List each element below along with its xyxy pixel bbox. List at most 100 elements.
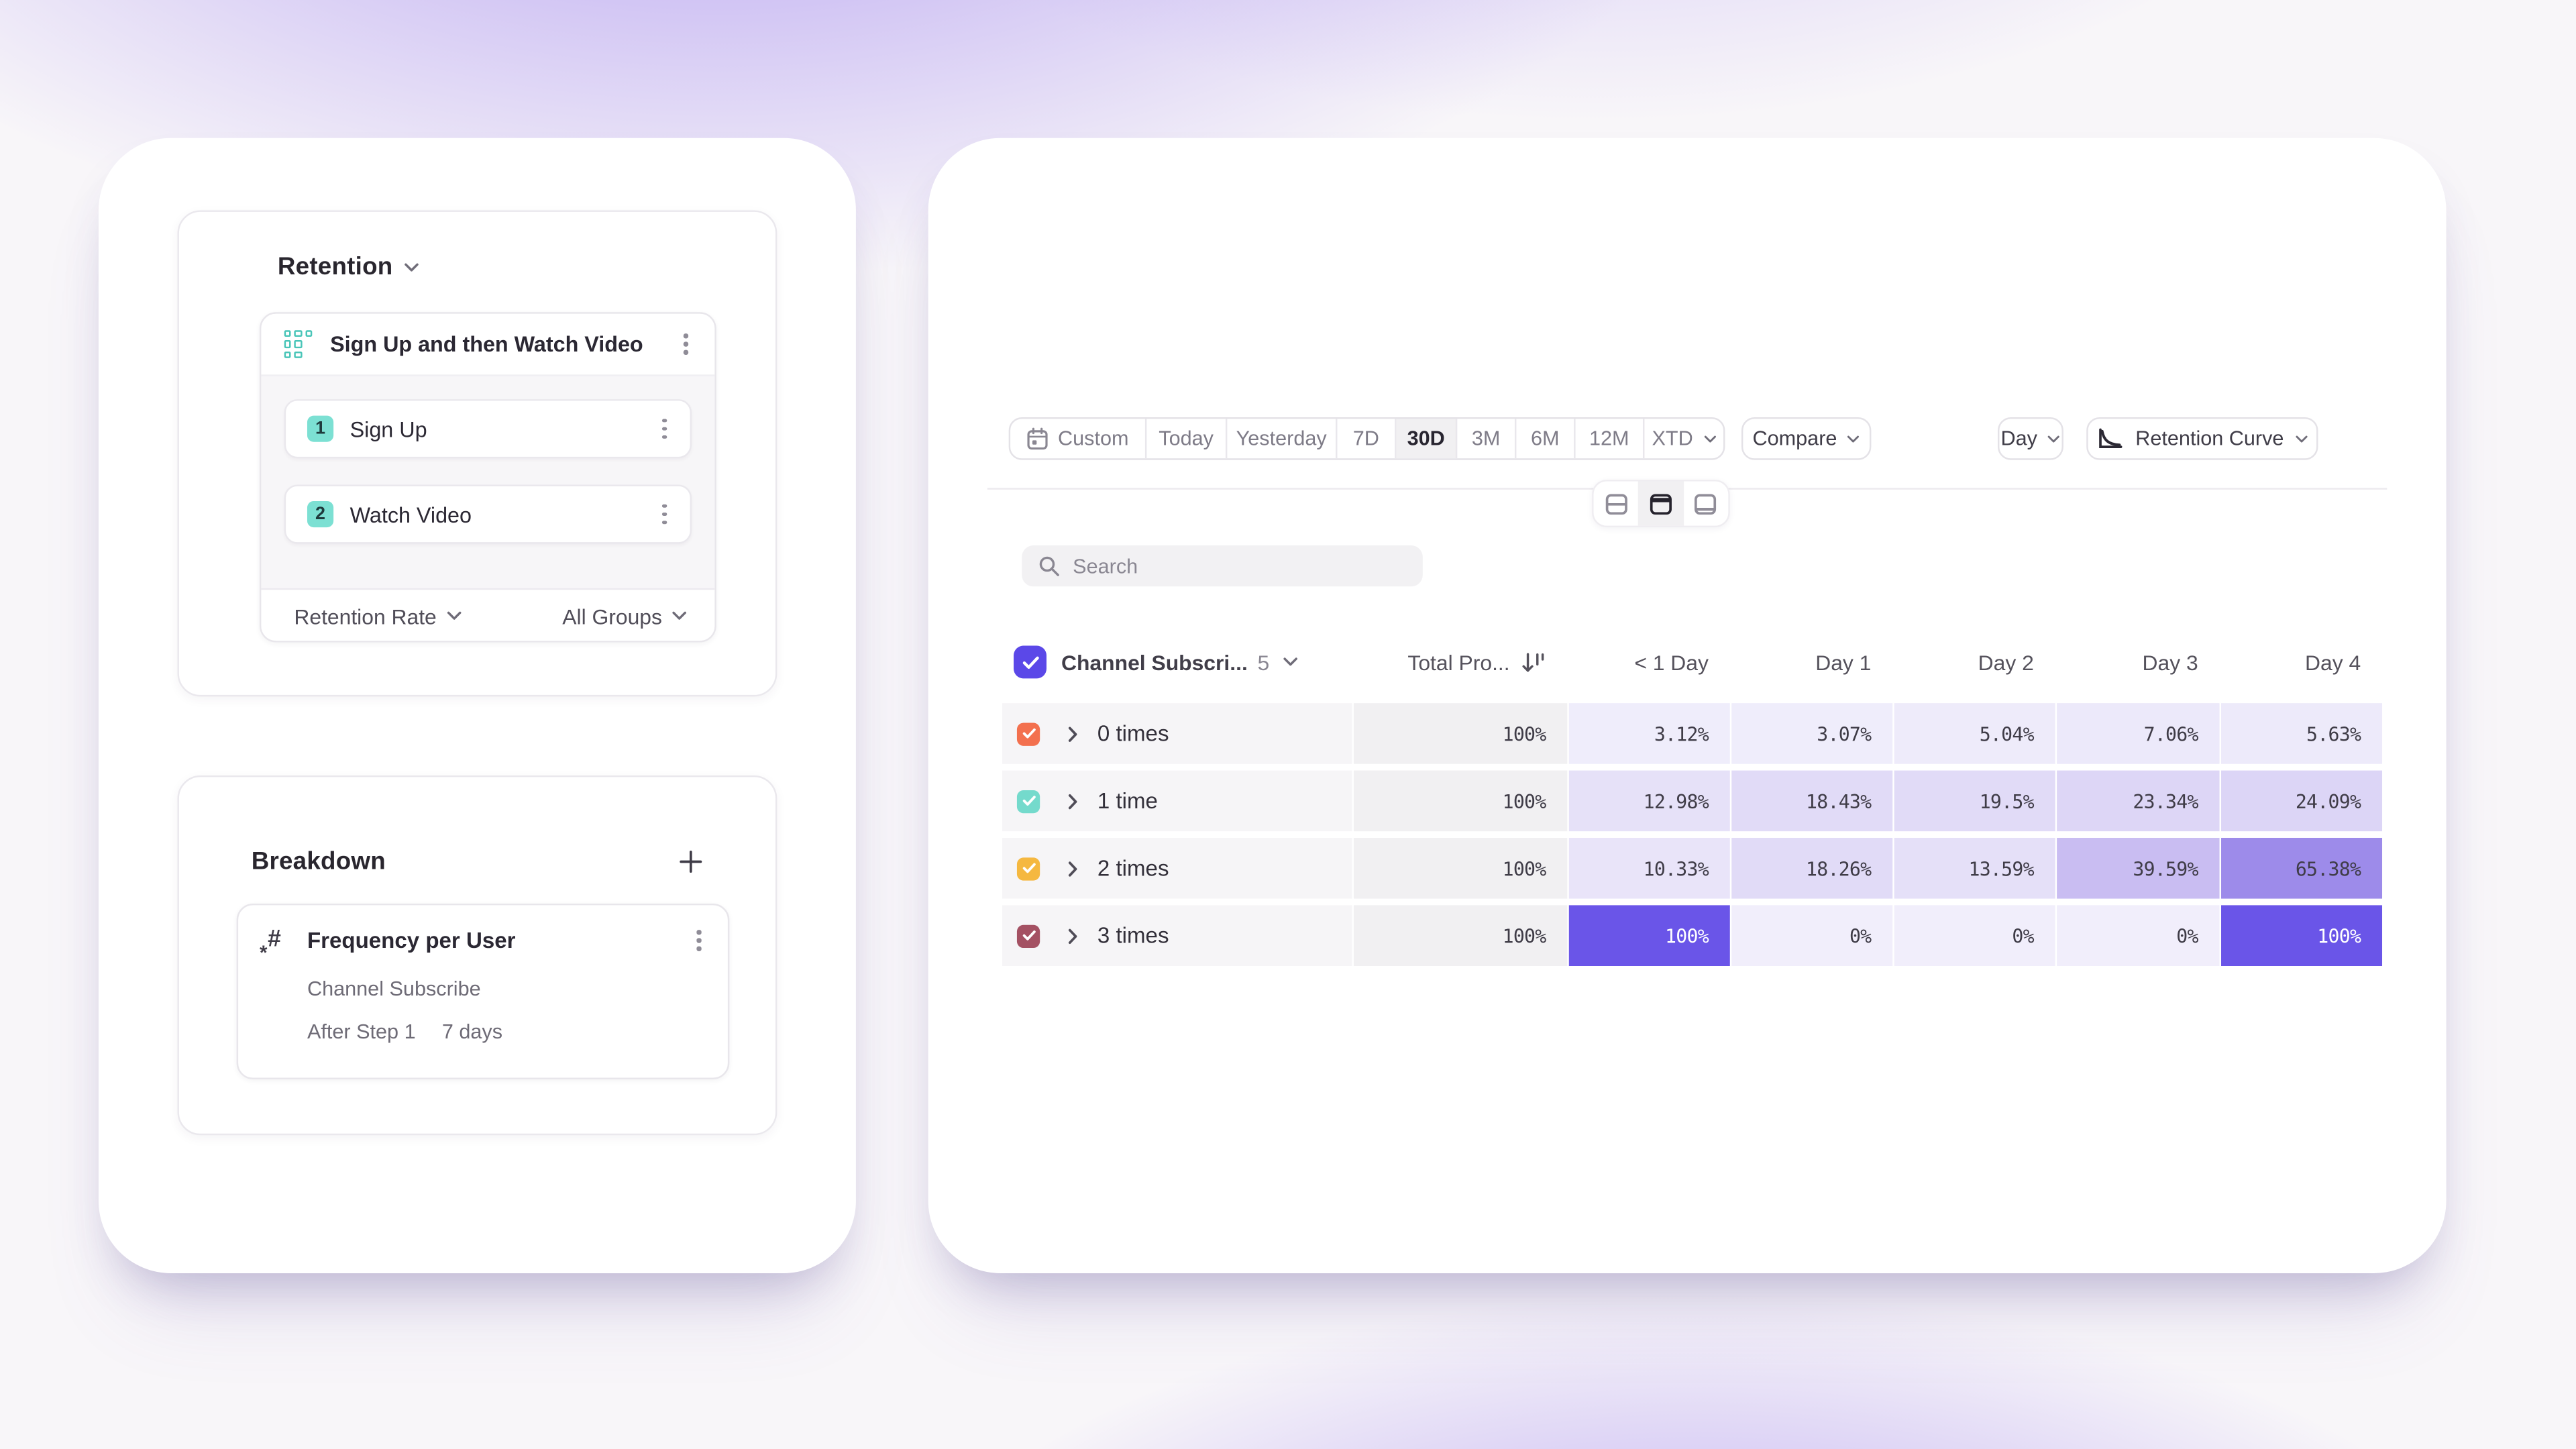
layout-toggle-group <box>1592 480 1730 528</box>
chevron-down-icon <box>405 262 419 272</box>
expand-row-icon[interactable] <box>1068 725 1078 741</box>
query-title: Sign Up and then Watch Video <box>330 331 643 357</box>
date-range-selector: Custom Today Yesterday 7D 30D 3M 6M 12M … <box>1008 417 1725 460</box>
expand-row-icon[interactable] <box>1068 793 1078 809</box>
table-body: 0 times 100% 3.12% 3.07% 5.04% 7.06% 5.6… <box>1002 703 2383 969</box>
date-range-6m[interactable]: 6M <box>1516 419 1576 459</box>
chevron-down-icon[interactable] <box>1283 657 1297 667</box>
table-row-label[interactable]: 1 time <box>1002 770 1352 832</box>
column-header-day2[interactable]: Day 2 <box>1978 649 2034 675</box>
date-range-today[interactable]: Today <box>1146 419 1228 459</box>
groups-dropdown[interactable]: All Groups <box>562 604 686 629</box>
select-all-checkbox[interactable] <box>1014 645 1047 679</box>
table-row-label[interactable]: 0 times <box>1002 703 1352 764</box>
step-label: Watch Video <box>350 502 472 527</box>
query-builder-card: Retention Sign Up and then Watch Video 1 <box>98 138 856 1273</box>
table-header-row: Channel Subscri... 5 Total Pro... < 1 Da… <box>1002 637 2382 686</box>
chart-type-dropdown[interactable]: Retention Curve <box>2086 417 2318 460</box>
chevron-down-icon <box>2296 435 2309 443</box>
report-type-selector[interactable]: Retention <box>278 253 419 281</box>
table-cell: 100% <box>1568 905 1730 967</box>
table-cell: 0% <box>1894 905 2055 967</box>
layout-chart-view-icon[interactable] <box>1683 482 1728 526</box>
more-options-icon[interactable] <box>656 497 674 531</box>
search-icon <box>1038 555 1060 577</box>
calendar-icon <box>1026 427 1048 450</box>
add-breakdown-button[interactable] <box>676 846 705 875</box>
more-options-icon[interactable] <box>678 327 695 361</box>
date-range-xtd[interactable]: XTD <box>1644 419 1723 458</box>
table-cell: 10.33% <box>1568 837 1730 899</box>
step-number-badge: 2 <box>307 500 334 528</box>
date-range-12m[interactable]: 12M <box>1576 419 1645 459</box>
chevron-down-icon <box>1703 435 1716 443</box>
table-cell: 12.98% <box>1568 770 1730 832</box>
numeric-property-icon: # * <box>259 926 281 965</box>
date-range-custom[interactable]: Custom <box>1010 419 1147 459</box>
retention-grid-icon <box>284 330 313 358</box>
column-header-day4[interactable]: Day 4 <box>2304 649 2361 675</box>
row-checkbox[interactable] <box>1016 924 1040 947</box>
step-number-badge: 1 <box>307 415 334 442</box>
more-options-icon[interactable] <box>656 412 674 445</box>
column-header-total[interactable]: Total Pro... <box>1354 650 1567 674</box>
search-input[interactable] <box>1073 554 1407 578</box>
expand-row-icon[interactable] <box>1068 860 1078 876</box>
table-cell: 5.04% <box>1894 703 2055 764</box>
group-column-header[interactable]: Channel Subscri... 5 <box>1002 645 1352 679</box>
retention-curve-icon <box>2096 427 2124 450</box>
table-cell: 0% <box>2057 905 2220 967</box>
table-cell: 23.34% <box>2057 770 2220 832</box>
report-view-card: Custom Today Yesterday 7D 30D 3M 6M 12M … <box>928 138 2447 1273</box>
sort-descending-icon[interactable] <box>1521 651 1546 673</box>
breakdown-item-title: Frequency per User <box>307 928 516 953</box>
report-type-label: Retention <box>277 253 393 281</box>
expand-row-icon[interactable] <box>1068 927 1078 943</box>
layout-table-view-icon[interactable] <box>1638 481 1684 526</box>
date-range-7d[interactable]: 7D <box>1337 419 1397 459</box>
table-cell: 13.59% <box>1894 837 2055 899</box>
after-step-label[interactable]: After Step 1 <box>307 1019 416 1043</box>
chevron-down-icon <box>2047 435 2061 443</box>
table-cell: 3.07% <box>1731 703 1893 764</box>
step-label: Sign Up <box>350 416 427 441</box>
more-options-icon[interactable] <box>691 923 708 957</box>
chevron-down-icon <box>672 611 687 621</box>
breakdown-item-card[interactable]: # * Frequency per User Channel Subscribe … <box>236 903 730 1079</box>
window-label[interactable]: 7 days <box>441 1019 503 1043</box>
granularity-dropdown[interactable]: Day <box>1997 417 2063 460</box>
table-row-label[interactable]: 3 times <box>1002 905 1352 967</box>
table-row-label[interactable]: 2 times <box>1002 837 1352 899</box>
row-checkbox[interactable] <box>1016 789 1040 813</box>
measure-dropdown[interactable]: Retention Rate <box>294 604 461 629</box>
layout-split-view-icon[interactable] <box>1594 482 1639 526</box>
date-range-3m[interactable]: 3M <box>1457 419 1517 459</box>
retention-panel: Retention Sign Up and then Watch Video 1 <box>177 210 777 697</box>
query-steps: 1 Sign Up 2 Watch Video <box>261 374 715 588</box>
table-cell: 7.06% <box>2057 703 2220 764</box>
compare-dropdown[interactable]: Compare <box>1741 417 1872 460</box>
step-row-2[interactable]: 2 Watch Video <box>284 484 692 544</box>
step-row-1[interactable]: 1 Sign Up <box>284 399 692 459</box>
retention-table: Channel Subscri... 5 Total Pro... < 1 Da… <box>1002 637 2383 969</box>
breakdown-header: Breakdown <box>252 848 386 876</box>
column-header-day1[interactable]: Day 1 <box>1815 649 1872 675</box>
date-range-30d-selected[interactable]: 30D <box>1396 419 1458 459</box>
table-cell: 19.5% <box>1894 770 2055 832</box>
date-range-yesterday[interactable]: Yesterday <box>1227 419 1338 459</box>
column-header-lt1day[interactable]: < 1 Day <box>1634 649 1709 675</box>
table-search[interactable] <box>1022 545 1423 587</box>
column-header-day3[interactable]: Day 3 <box>2142 649 2198 675</box>
table-cell: 5.63% <box>2221 703 2383 764</box>
table-cell: 100% <box>1353 837 1568 899</box>
breakdown-event: Channel Subscribe <box>307 977 481 1000</box>
breakdown-title: Breakdown <box>251 847 386 876</box>
table-cell: 18.26% <box>1731 837 1893 899</box>
row-checkbox[interactable] <box>1016 857 1040 880</box>
table-cell: 100% <box>1353 703 1568 764</box>
query-header[interactable]: Sign Up and then Watch Video <box>261 313 715 375</box>
table-cell: 100% <box>1353 770 1568 832</box>
row-checkbox[interactable] <box>1016 722 1040 745</box>
measure-label: Retention Rate <box>294 604 437 629</box>
